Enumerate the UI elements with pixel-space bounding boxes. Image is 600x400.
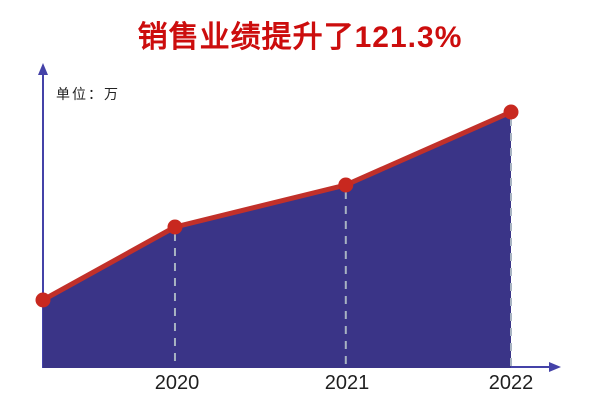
trend-line — [40, 109, 514, 303]
y-axis-arrow — [38, 63, 48, 75]
data-point-2022 — [503, 104, 519, 120]
y-axis-unit-label: 单位：万 — [56, 88, 120, 103]
data-point-start — [35, 292, 51, 308]
x-axis-arrow — [549, 362, 561, 372]
data-point-2021 — [338, 177, 354, 193]
area-fill — [43, 112, 511, 368]
x-tick-2022: 2022 — [488, 372, 534, 394]
x-tick-2020: 2020 — [154, 372, 200, 394]
x-tick-2021: 2021 — [324, 372, 370, 394]
data-point-2020 — [167, 219, 183, 235]
chart-title: 销售业绩提升了121.3% — [137, 21, 463, 54]
